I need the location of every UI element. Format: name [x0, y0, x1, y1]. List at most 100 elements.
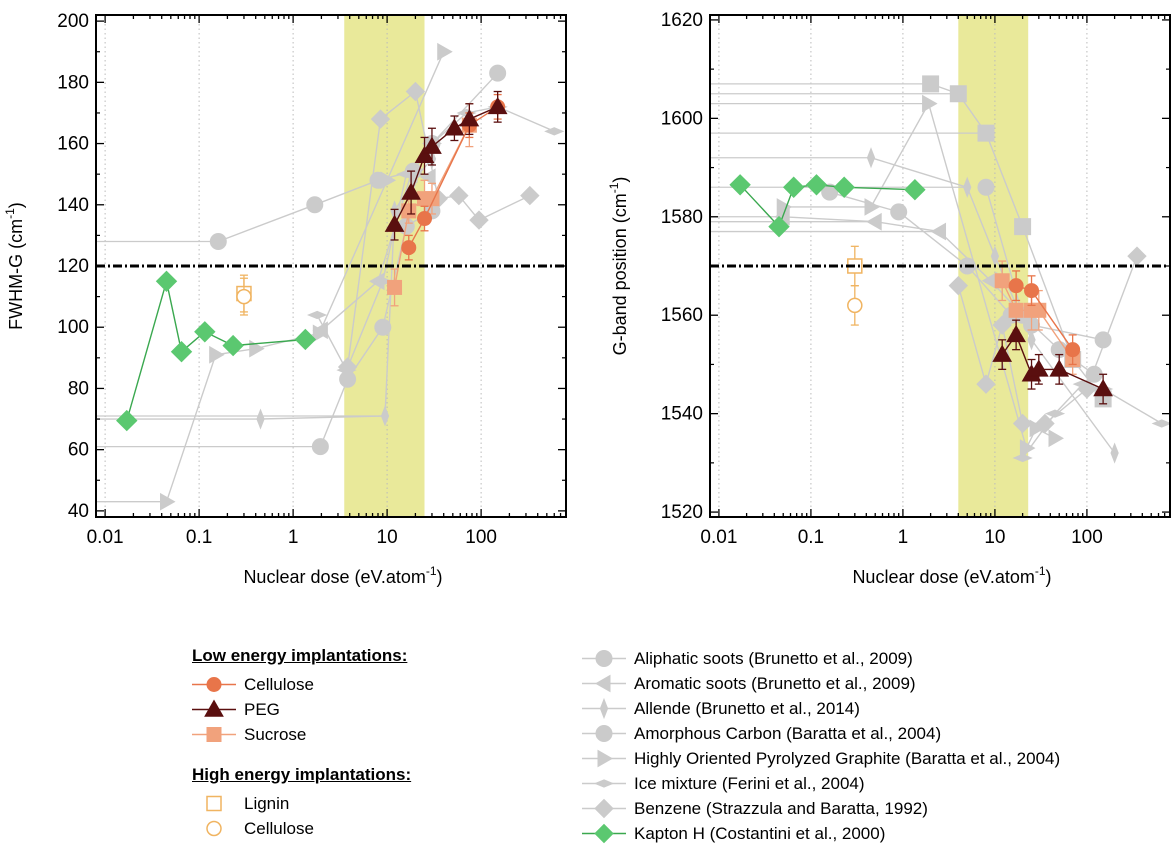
legend-label: PEG: [244, 699, 280, 719]
legend-label: Allende (Brunetto et al., 2014): [634, 698, 860, 718]
legend-item-lignin-high-energy: Lignin: [192, 791, 411, 816]
y-tick-label: 200: [57, 11, 89, 32]
legend-label: Highly Oriented Pyrolyzed Graphite (Bara…: [634, 748, 1061, 768]
y-tick-label: 100: [57, 317, 89, 338]
peg-point: [459, 109, 480, 127]
legend-label: Kapton H (Costantini et al., 2000): [634, 823, 886, 843]
y-tick-label: 160: [57, 134, 89, 155]
benzene-point: [469, 210, 489, 230]
legend-symbol-hopg: [582, 749, 626, 768]
y-tick-label: 60: [68, 440, 89, 461]
allende-point: [1027, 329, 1036, 351]
amorphous-carbon-point: [311, 438, 329, 456]
peg-point: [1028, 359, 1049, 377]
benzene-point: [520, 185, 540, 206]
y-tick-label: 1520: [661, 502, 703, 523]
benzene-point: [948, 275, 969, 296]
x-tick-label: 0.1: [798, 527, 824, 548]
legend-low-title: Low energy implantations:: [192, 646, 408, 665]
legend-symbol-aliphatic-soot: [582, 650, 626, 667]
legend-label: Benzene (Strazzula and Baratta, 1992): [634, 798, 928, 818]
aliphatic-soot-line: [829, 191, 1104, 341]
legend-item-hopg: Highly Oriented Pyrolyzed Graphite (Bara…: [582, 746, 1060, 771]
sucrose-point: [1008, 302, 1024, 318]
legend-item-ice-mixture: Ice mixture (Ferini et al., 2004): [582, 771, 1060, 796]
aliphatic-soot-point: [306, 196, 324, 214]
cellulose-point: [417, 211, 433, 227]
legend-item-amorphous-carbon: Amorphous Carbon (Baratta et al., 2004): [582, 721, 1060, 746]
series-cellulose: [1008, 270, 1081, 366]
ice-mixture-point: [1012, 453, 1033, 463]
peg-point: [1093, 379, 1113, 397]
kapton-point: [729, 174, 751, 196]
aromatic-soot-point: [420, 168, 436, 187]
hopg-point: [437, 42, 453, 61]
legend-symbol-benzene: [582, 798, 626, 819]
legend-symbol-cellulose: [192, 677, 236, 692]
series-cellulose-high-energy: [236, 277, 252, 316]
legend-marker-benzene: [594, 798, 614, 819]
kapton-point: [782, 176, 805, 198]
aliphatic-soot-line: [218, 72, 499, 243]
legend-marker-hopg: [597, 749, 614, 768]
legend-marker-allende: [599, 697, 609, 720]
fwhm-chart: 0.01 0.1 1 10 100 40 60 80 100 120 140 160 180 200 Nuc…: [3, 11, 567, 587]
y-tick-label: 80: [68, 378, 89, 399]
legend-label: Sucrose: [244, 724, 307, 744]
benzene-point: [1012, 413, 1033, 434]
grey-square-point: [977, 124, 995, 142]
legend-label: Aliphatic soots (Brunetto et al., 2009): [634, 648, 913, 668]
peg-point: [1049, 359, 1070, 377]
series-aromatic-soot: [710, 207, 1030, 325]
y-tick-label: 40: [68, 501, 89, 522]
cellulose-line: [408, 106, 499, 248]
series-cellulose-high-energy: [847, 285, 863, 326]
allende-point: [1110, 442, 1119, 464]
legend-symbol-kapton: [582, 823, 626, 844]
y-tick-label: 1540: [661, 404, 703, 425]
x-tick-label: 0.01: [700, 527, 737, 548]
legend-label: Amorphous Carbon (Baratta et al., 2004): [634, 723, 942, 743]
legend-marker-amorphous-carbon: [595, 725, 613, 742]
amorphous-carbon-point: [977, 178, 995, 196]
legend-item-aromatic-soot: Aromatic soots (Brunetto et al., 2009): [582, 671, 1060, 696]
legend-item-cellulose: Cellulose: [192, 672, 411, 697]
series-kapton: [729, 174, 926, 238]
benzene-point: [449, 185, 469, 206]
legend-symbol-ice-mixture: [582, 779, 626, 788]
series-layer: [96, 42, 565, 511]
peg-point: [401, 182, 421, 200]
ice-mixture-point: [1044, 409, 1066, 418]
x-tick-label: 1: [288, 527, 299, 548]
hopg-point: [209, 345, 225, 364]
sucrose-point: [387, 279, 403, 295]
kapton-point: [805, 174, 828, 196]
y-tick-label: 1580: [661, 207, 703, 228]
x-tick-label: 10: [377, 527, 398, 548]
allende-point: [963, 176, 972, 198]
kapton-point: [170, 341, 193, 363]
kapton-line: [126, 281, 306, 421]
legend-label: Cellulose: [244, 818, 314, 838]
legend-high-title: High energy implantations:: [192, 765, 412, 784]
legend-item-benzene: Benzene (Strazzula and Baratta, 1992): [582, 796, 1060, 821]
grey-square-point: [922, 75, 940, 93]
x-tick-label: 1: [898, 527, 909, 548]
hopg-point: [160, 492, 176, 511]
legend-item-cellulose-high-energy: Cellulose: [192, 816, 411, 841]
peg-point: [444, 118, 465, 136]
benzene-point: [337, 357, 358, 377]
series-kapton: [116, 270, 317, 432]
aliphatic-soot-point: [209, 233, 227, 251]
legend-marker-cellulose-high-energy: [206, 820, 222, 837]
ice-mixture-point: [306, 310, 328, 320]
y-tick-label: 1600: [661, 108, 703, 129]
kapton-point: [768, 215, 790, 238]
cellulose-point: [401, 240, 417, 256]
y-axis-label: FWHM-G (cm-1): [3, 202, 26, 330]
x-axis-label: Nuclear dose (eV.atom-1): [243, 564, 442, 587]
series-peg: [384, 90, 508, 241]
legend-label: Aromatic soots (Brunetto et al., 2009): [634, 673, 916, 693]
legend-item-sucrose: Sucrose: [192, 722, 411, 747]
